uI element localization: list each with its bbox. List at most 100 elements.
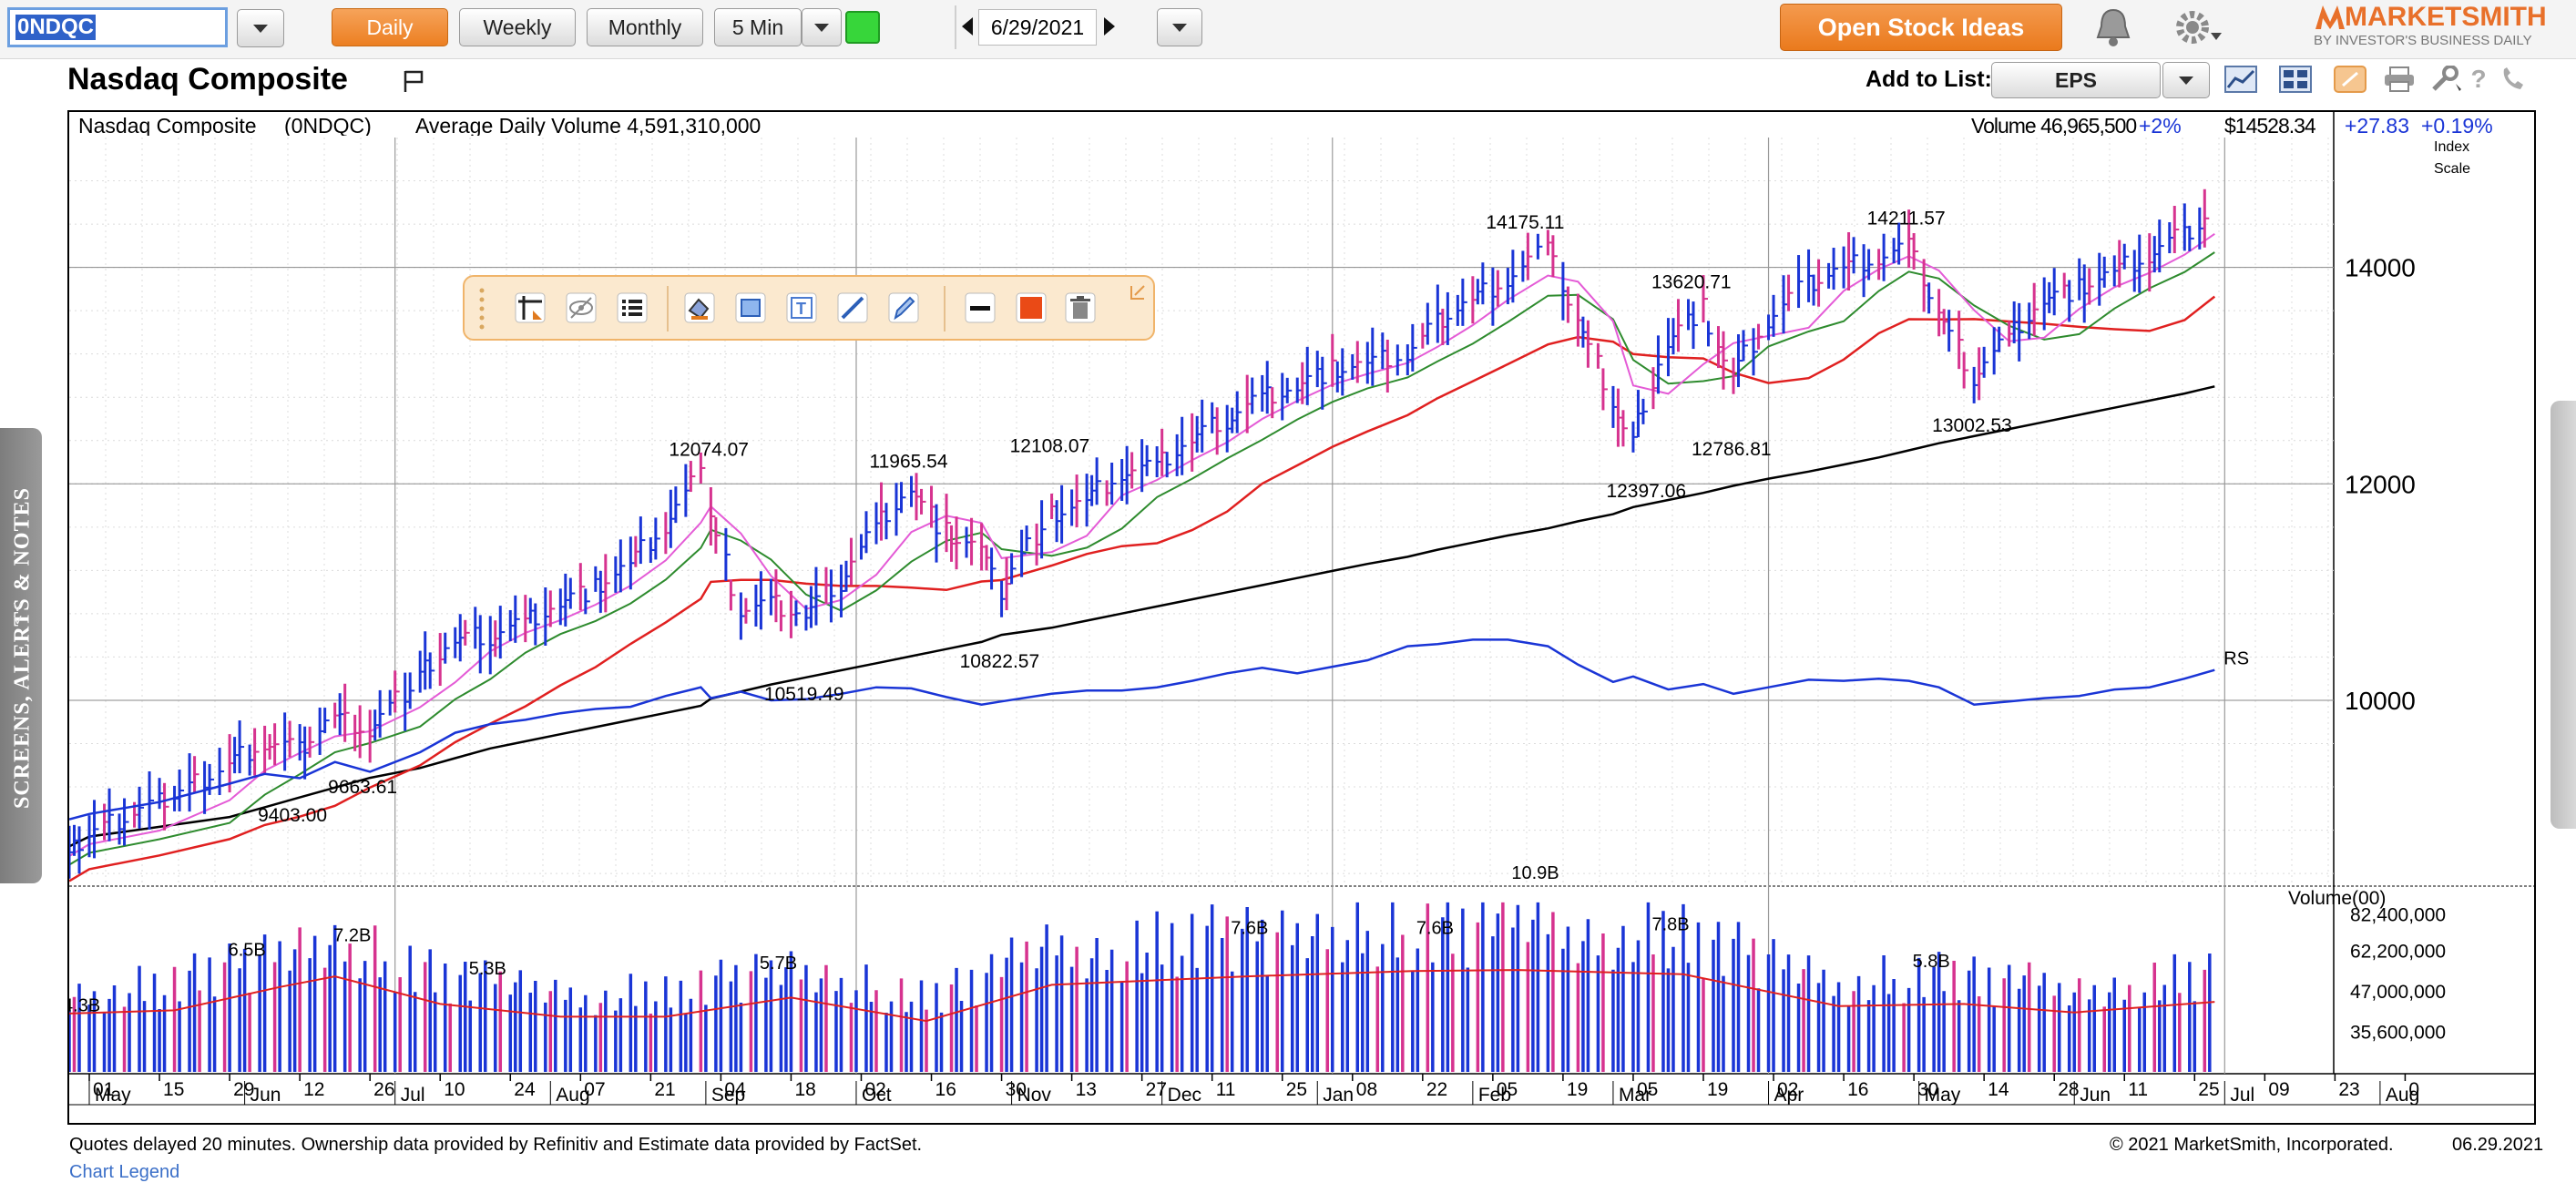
eraser-tool-icon[interactable] — [681, 290, 718, 326]
x-axis-day-label: 04 — [724, 1079, 746, 1100]
x-axis-month-label: Apr — [1774, 1085, 1804, 1106]
price-annotation-label: 12108.07 — [1010, 435, 1090, 456]
x-axis-day-label: 25 — [2198, 1079, 2219, 1100]
x-axis-month-label: Aug — [2386, 1085, 2419, 1106]
x-axis-day-label: 11 — [2128, 1079, 2148, 1100]
daily-button[interactable]: Daily — [332, 8, 448, 46]
x-axis-month-label: Jun — [250, 1085, 281, 1106]
x-axis-day-label: 28 — [2058, 1079, 2079, 1100]
volume-axis-title: Volume(00) — [2288, 888, 2386, 909]
layout-grid-icon[interactable] — [2277, 62, 2314, 97]
pen-tool-icon[interactable] — [885, 290, 922, 326]
trash-icon[interactable] — [1062, 290, 1099, 326]
x-axis-day-label: 19 — [1707, 1079, 1728, 1100]
drag-handle-icon[interactable] — [477, 286, 486, 331]
phone-icon[interactable] — [2494, 62, 2530, 97]
expand-chevron-icon[interactable]: ˅ ˅ — [13, 598, 23, 629]
crosshair-tool-icon[interactable] — [512, 290, 548, 326]
symbol-input-value[interactable]: 0NDQC — [15, 15, 97, 40]
toolbar-divider — [944, 286, 946, 331]
list-icon[interactable] — [614, 290, 650, 326]
index-scale-label: Index — [2434, 139, 2470, 155]
chart-panel[interactable]: Nasdaq Composite (0NDQC) Average Daily V… — [67, 110, 2536, 1125]
add-to-list-label: Add to List: — [1866, 66, 1992, 92]
symbol-input[interactable]: 0NDQC — [7, 7, 228, 47]
live-status-indicator[interactable] — [845, 11, 880, 44]
volume-annotation-label: 7.6B — [1231, 919, 1268, 939]
alerts-bell-icon[interactable] — [2084, 2, 2142, 53]
x-axis-day-label: 30 — [1917, 1079, 1938, 1100]
symbol-dropdown-button[interactable] — [237, 9, 284, 47]
x-axis-day-label: 10 — [444, 1079, 465, 1100]
volume-tick-label: 35,600,000 — [2350, 1023, 2446, 1044]
hide-drawings-icon[interactable] — [563, 290, 599, 326]
tools-wrench-icon[interactable] — [2427, 62, 2463, 97]
flag-icon[interactable] — [401, 67, 426, 95]
date-field[interactable]: 6/29/2021 — [978, 9, 1097, 46]
price-annotation-label: 12397.06 — [1606, 481, 1686, 502]
previous-date-icon[interactable] — [958, 13, 976, 40]
volume-readout: Volume 46,965,500 — [1971, 114, 2137, 138]
color-picker-icon[interactable] — [1013, 290, 1049, 326]
volume-tick-label: 47,000,000 — [2350, 982, 2446, 1003]
chevron-down-icon — [2179, 76, 2193, 85]
monthly-button[interactable]: Monthly — [587, 8, 703, 46]
drawing-toolbar[interactable]: T — [463, 275, 1155, 341]
svg-text:T: T — [796, 300, 806, 318]
x-axis-day-label: 22 — [1426, 1079, 1447, 1100]
settings-gear-icon[interactable] — [2166, 2, 2230, 53]
rectangle-tool-icon[interactable] — [732, 290, 769, 326]
price-annotation-label: 13002.53 — [1932, 415, 2012, 436]
x-axis-day-label: 05 — [1637, 1079, 1658, 1100]
interval-select[interactable]: 5 Min — [714, 8, 802, 46]
chevron-down-icon — [1172, 23, 1187, 32]
index-scale-label-2: Scale — [2434, 161, 2471, 177]
volume-annotation-label: 10.9B — [1511, 863, 1559, 883]
ma-21-line — [69, 251, 2215, 866]
draw-tools-icon[interactable] — [2332, 62, 2368, 97]
x-axis-day-label: 23 — [2338, 1079, 2359, 1100]
add-to-list-select[interactable]: EPS — [1991, 62, 2161, 98]
footer-date: 06.29.2021 — [2452, 1135, 2544, 1155]
chart-view-icon[interactable] — [2223, 62, 2259, 97]
add-to-list-dropdown-button[interactable] — [2162, 62, 2210, 98]
x-axis-month-label: Sep — [711, 1085, 745, 1106]
next-date-icon[interactable] — [1100, 13, 1119, 40]
line-weight-icon[interactable] — [962, 290, 998, 326]
x-axis-day-label: 18 — [794, 1079, 815, 1100]
x-axis-month-label: Aug — [556, 1085, 589, 1106]
chart-security-name: Nasdaq Composite — [78, 114, 257, 138]
line-tool-icon[interactable] — [834, 290, 871, 326]
page-title: Nasdaq Composite — [67, 62, 348, 97]
screens-alerts-notes-tab[interactable]: SCREENS, ALERTS & NOTES ˅ ˅ — [0, 428, 42, 883]
interval-dropdown-button[interactable] — [802, 8, 842, 46]
chart-legend-link[interactable]: Chart Legend — [69, 1162, 180, 1182]
weekly-button[interactable]: Weekly — [459, 8, 576, 46]
x-axis-day-label: 08 — [1356, 1079, 1377, 1100]
right-side-panel-tab[interactable] — [2550, 401, 2576, 829]
help-icon[interactable]: ? — [2470, 65, 2487, 93]
open-stock-ideas-button[interactable]: Open Stock Ideas — [1780, 4, 2062, 51]
date-dropdown-button[interactable] — [1157, 8, 1202, 46]
volume-annotation-label: 7.2B — [333, 926, 371, 946]
volume-annotation-label: 7.8B — [1651, 914, 1689, 934]
x-axis-month-label: Jul — [401, 1085, 425, 1106]
volume-annotation-label: 5.8B — [1913, 952, 1950, 972]
price-annotation-label: 10519.49 — [764, 684, 844, 705]
x-axis-day-label: 16 — [1847, 1079, 1868, 1100]
price-annotation-label: 14175.11 — [1486, 212, 1564, 233]
rs-line-label: RS — [2223, 649, 2249, 669]
print-icon[interactable] — [2381, 62, 2418, 97]
price-change-readout: +27.83 — [2345, 114, 2409, 138]
volume-average-line — [69, 969, 2215, 1023]
price-annotation-label: 10822.57 — [960, 651, 1040, 672]
collapse-toolbar-icon[interactable] — [1128, 282, 1148, 302]
price-change-percent-readout: +0.19% — [2421, 114, 2493, 138]
x-axis-day-label: 11 — [1216, 1079, 1236, 1100]
text-tool-icon[interactable]: T — [783, 290, 820, 326]
x-axis-month-label: Jan — [1323, 1085, 1354, 1106]
x-axis-day-label: 0 — [2408, 1079, 2419, 1100]
x-axis-month-label: Feb — [1478, 1085, 1511, 1106]
price-tick-label: 10000 — [2345, 687, 2416, 715]
